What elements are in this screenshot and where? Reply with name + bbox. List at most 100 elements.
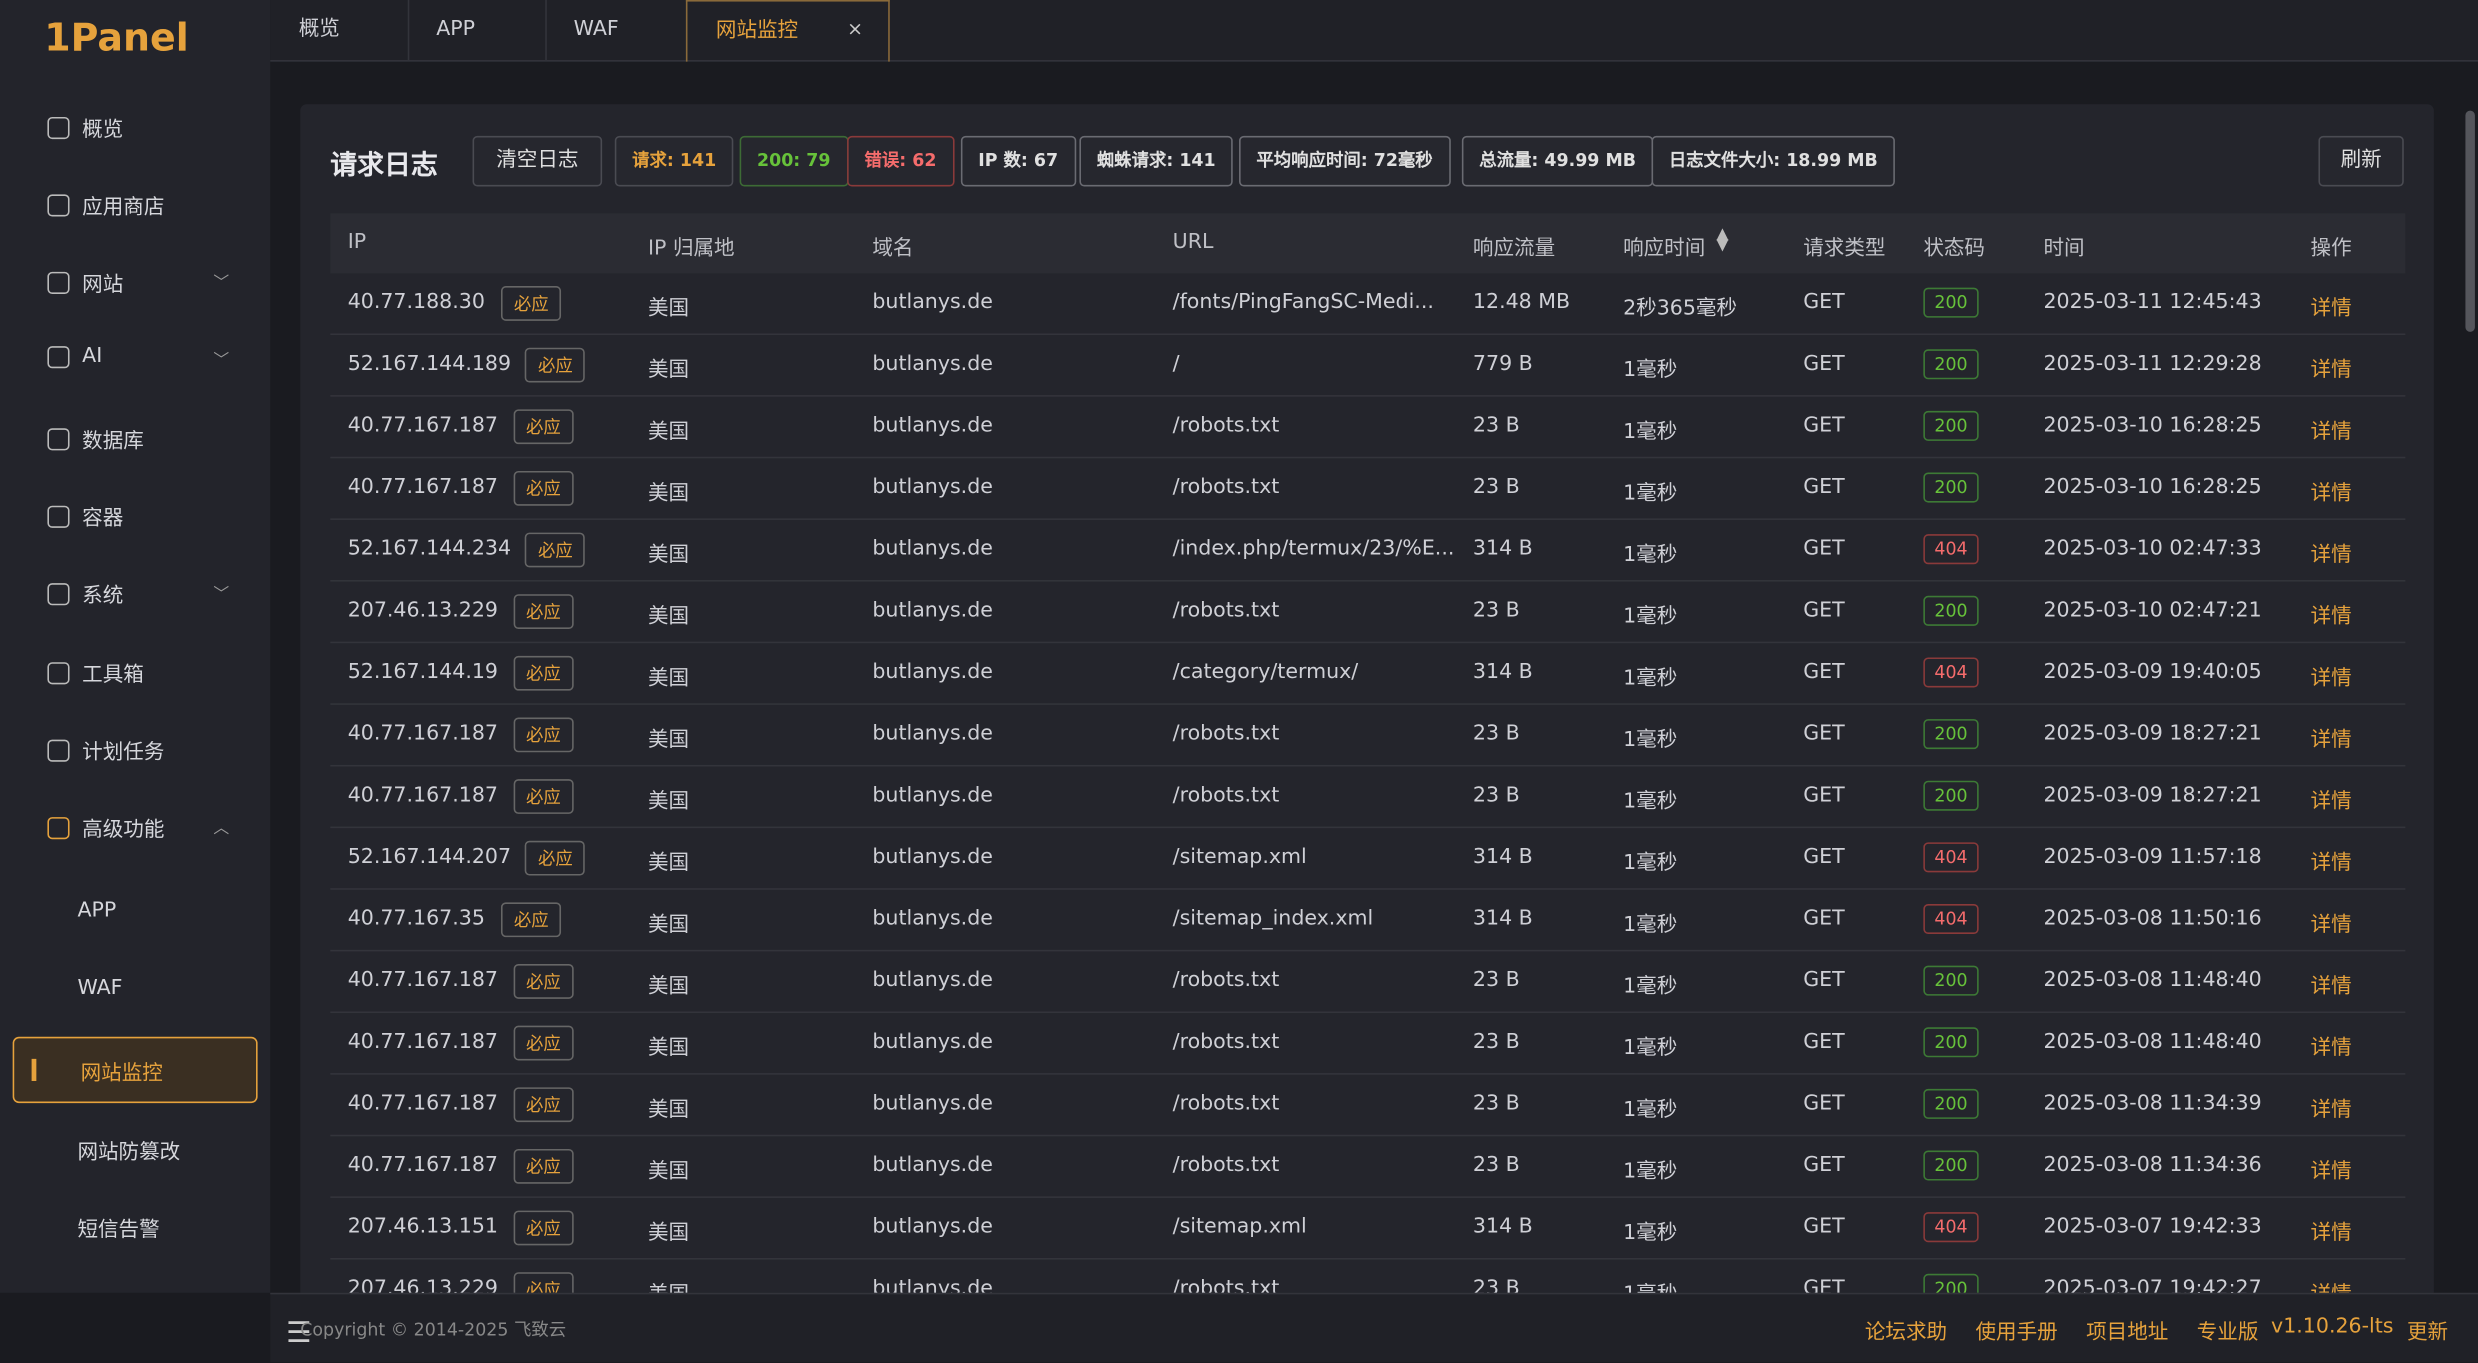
detail-link[interactable]: 详情 <box>2310 1036 2352 1061</box>
cell: 美国 <box>647 297 690 321</box>
menu-toggle[interactable]: ☰ <box>286 1316 312 1350</box>
footer-link[interactable]: 使用手册 <box>1975 1321 2058 1345</box>
menu-icon <box>47 116 70 139</box>
tab[interactable]: APP <box>408 0 547 61</box>
cell: 美国 <box>647 420 690 445</box>
cell: 2025-03-08 11:48:40 <box>2043 968 2262 993</box>
status-badge: 404 <box>1923 1212 1979 1243</box>
submenu-item[interactable]: 网站监控 <box>80 1062 163 1086</box>
cell: 1毫秒 <box>1623 420 1678 445</box>
footer-link[interactable]: 项目地址 <box>2086 1321 2169 1345</box>
menu-label: 概览 <box>82 118 124 143</box>
cell: butlanys.de <box>872 783 993 808</box>
cell: butlanys.de <box>872 845 993 870</box>
submenu-item[interactable]: 网站防篡改 <box>77 1141 181 1165</box>
menu-label: AI <box>82 344 103 369</box>
cell: 52.167.144.207 <box>347 845 512 870</box>
menu-icon <box>47 271 70 294</box>
footer-link[interactable]: 论坛求助 <box>1864 1321 1948 1345</box>
cell: 2025-03-07 19:42:33 <box>2043 1215 2262 1240</box>
menu-item[interactable]: AI <box>47 344 103 369</box>
menu-arrow: ﹀ <box>213 586 230 604</box>
stat-badge: 日志文件大小: 18.99 MB <box>1651 135 1896 187</box>
footer-link[interactable]: v1.10.26-lts <box>2271 1314 2394 1339</box>
engine-tag: 必应 <box>513 1087 574 1123</box>
menu-item[interactable]: 容器 <box>47 501 123 531</box>
cell: GET <box>1803 352 1845 377</box>
menu-item[interactable]: 数据库 <box>47 424 144 454</box>
column-header: 状态码 <box>1923 237 1986 261</box>
cell: GET <box>1803 475 1845 500</box>
engine-tag: 必应 <box>513 1025 574 1061</box>
status-badge: 200 <box>1923 472 1979 503</box>
detail-link[interactable]: 详情 <box>2310 790 2352 814</box>
cell: 314 B <box>1472 537 1533 562</box>
detail-link[interactable]: 详情 <box>2310 851 2352 876</box>
menu-item[interactable]: 高级功能 <box>47 812 164 842</box>
menu-item[interactable]: 应用商店 <box>47 190 164 220</box>
table-row <box>330 273 2406 336</box>
cell: 40.77.167.187 <box>347 1030 498 1055</box>
cell: 1毫秒 <box>1623 1160 1678 1184</box>
cell: 美国 <box>647 728 690 753</box>
table-header <box>330 213 2406 274</box>
cell: /robots.txt <box>1172 475 1280 500</box>
log-card <box>300 104 2434 1306</box>
detail-link[interactable]: 详情 <box>2310 1098 2352 1123</box>
table-row <box>330 1198 2406 1260</box>
detail-link[interactable]: 详情 <box>2310 297 2352 321</box>
refresh-button[interactable]: 刷新 <box>2318 135 2404 187</box>
sort-icon[interactable]: ▲ ▼ <box>1716 225 1729 255</box>
engine-tag: 必应 <box>501 902 562 938</box>
menu-label: 容器 <box>82 507 124 532</box>
detail-link[interactable]: 详情 <box>2310 605 2352 629</box>
submenu-item[interactable]: APP <box>77 899 117 923</box>
cell: 40.77.167.187 <box>347 968 498 993</box>
menu-item[interactable]: 概览 <box>47 112 123 142</box>
detail-link[interactable]: 详情 <box>2310 420 2352 445</box>
cell: 2025-03-09 18:27:21 <box>2043 722 2262 746</box>
cell: 2025-03-08 11:34:36 <box>2043 1153 2262 1178</box>
footer-link[interactable]: 更新 <box>2406 1321 2449 1345</box>
menu-item[interactable]: 计划任务 <box>47 735 164 765</box>
tab[interactable]: 概览 <box>270 0 410 61</box>
cell: 23 B <box>1472 1092 1520 1116</box>
cell: 美国 <box>647 666 690 691</box>
menu-item[interactable]: 网站 <box>47 267 123 297</box>
detail-link[interactable]: 详情 <box>2310 1160 2352 1184</box>
footer-link[interactable]: 专业版 <box>2196 1321 2259 1345</box>
cell: 1毫秒 <box>1623 1098 1678 1123</box>
submenu-item[interactable]: 短信告警 <box>77 1218 160 1243</box>
detail-link[interactable]: 详情 <box>2310 728 2352 753</box>
tab-close[interactable]: × <box>847 17 863 40</box>
submenu-item[interactable]: WAF <box>77 976 123 1001</box>
detail-link[interactable]: 详情 <box>2310 913 2352 938</box>
cell: 美国 <box>647 851 690 876</box>
cell: 207.46.13.229 <box>347 598 498 623</box>
detail-link[interactable]: 详情 <box>2310 358 2352 383</box>
column-header: 域名 <box>872 237 914 261</box>
menu-item[interactable]: 系统 <box>47 578 123 608</box>
cell: /robots.txt <box>1172 1153 1280 1178</box>
engine-tag: 必应 <box>513 1148 574 1184</box>
detail-link[interactable]: 详情 <box>2310 543 2352 568</box>
detail-link[interactable]: 详情 <box>2310 975 2352 999</box>
active-bar <box>31 1058 37 1081</box>
tab[interactable]: WAF <box>545 0 688 61</box>
logo[interactable]: 1Panel <box>44 15 189 61</box>
detail-link[interactable]: 详情 <box>2310 482 2352 506</box>
detail-link[interactable]: 详情 <box>2310 666 2352 691</box>
cell: 52.167.144.19 <box>347 660 498 685</box>
detail-link[interactable]: 详情 <box>2310 1221 2352 1246</box>
column-header[interactable]: 响应时间 <box>1623 237 1706 261</box>
cell: 1毫秒 <box>1623 666 1678 691</box>
column-header: IP 归属地 <box>647 237 735 261</box>
scrollbar[interactable] <box>2465 110 2475 332</box>
status-badge: 404 <box>1923 842 1979 873</box>
cell: /sitemap_index.xml <box>1172 907 1374 931</box>
clear-button[interactable]: 清空日志 <box>472 135 603 187</box>
menu-item[interactable]: 工具箱 <box>47 657 144 687</box>
engine-tag: 必应 <box>513 655 574 691</box>
cell: butlanys.de <box>872 660 993 685</box>
tab[interactable]: 网站监控 <box>685 0 890 62</box>
